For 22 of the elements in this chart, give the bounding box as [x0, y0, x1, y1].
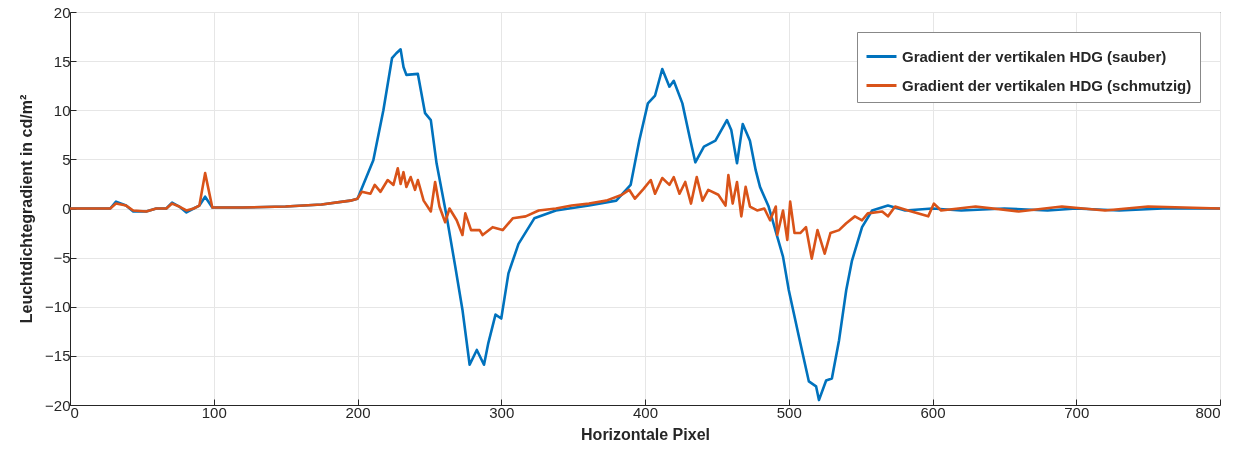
x-tick-label: 400 — [632, 403, 659, 421]
x-tick-label: 700 — [1064, 403, 1090, 421]
x-axis-title: Horizontale Pixel — [581, 425, 710, 443]
x-tick-label: 600 — [920, 403, 946, 421]
y-tick-label: 15 — [53, 52, 71, 70]
legend-label: Gradient der vertikalen HDG (sauber) — [902, 47, 1167, 65]
x-tick-label: 800 — [1195, 403, 1221, 421]
y-tick-label: 0 — [62, 200, 71, 217]
y-tick-label: −15 — [45, 347, 71, 365]
legend-label: Gradient der vertikalen HDG (schmutzig) — [902, 76, 1192, 94]
y-tick-label: 5 — [62, 150, 71, 168]
x-tick-label: 300 — [489, 403, 515, 421]
x-tick-label: 500 — [776, 403, 802, 421]
line-series — [70, 166, 1220, 260]
x-tick-label: 100 — [201, 403, 227, 421]
y-tick-label: 20 — [53, 3, 71, 21]
x-tick-label: 200 — [345, 403, 371, 421]
y-tick-label: −10 — [45, 298, 71, 316]
y-axis-title: Leuchtdichtegradient in cd/m² — [18, 94, 36, 324]
y-tick-label: −5 — [53, 249, 71, 267]
y-tick-label: 10 — [53, 101, 71, 119]
y-tick-label: −20 — [45, 396, 71, 414]
